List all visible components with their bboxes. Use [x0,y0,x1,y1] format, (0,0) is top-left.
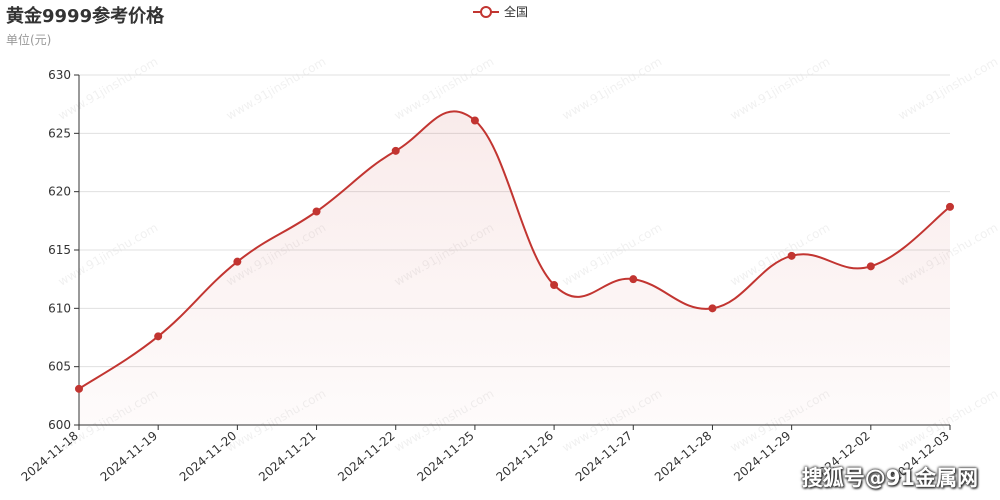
y-tick-label: 630 [48,68,71,82]
series-area [79,111,950,425]
x-tick-label: 2024-11-21 [256,429,318,485]
data-point[interactable] [75,384,83,393]
chart-subtitle: 单位(元) [6,33,52,47]
watermark-text: www.91jinshu.com [560,220,665,288]
watermark-text: www.91jinshu.com [728,54,833,122]
data-points [75,116,954,393]
watermark-text: www.91jinshu.com [896,54,1000,122]
axes [74,74,951,430]
legend-line-circle-icon [473,5,499,18]
data-point[interactable] [787,251,796,260]
y-tick-label: 605 [48,360,71,374]
data-point[interactable] [946,202,954,211]
watermark-text: www.91jinshu.com [56,54,161,122]
y-tick-labels: 600 605 610 615 620 625 630 [48,68,71,432]
y-tick-label: 620 [48,185,71,199]
data-point[interactable] [708,304,717,313]
y-tick-label: 610 [48,301,71,315]
corner-watermark: 搜狐号@91金属网 [801,466,978,490]
watermark-text: www.91jinshu.com [56,220,161,288]
chart-title: 黄金9999参考价格 [6,6,165,27]
legend-label: 全国 [504,5,529,19]
x-tick-label: 2024-11-26 [494,429,556,485]
legend-item-national[interactable]: 全国 [473,3,528,20]
data-point[interactable] [391,146,400,155]
y-tick-label: 615 [48,243,71,257]
data-point[interactable] [629,275,638,284]
x-tick-label: 2024-11-19 [98,429,160,485]
data-point[interactable] [470,116,479,125]
data-point[interactable] [233,257,242,266]
x-tick-label: 2024-11-20 [177,429,239,485]
y-tick-label: 600 [48,418,71,432]
data-point[interactable] [866,262,875,271]
data-point[interactable] [154,332,163,341]
watermark-text: www.91jinshu.com [560,54,665,122]
x-tick-label: 2024-11-18 [18,429,80,485]
y-tick-label: 625 [48,126,71,140]
data-point[interactable] [312,207,321,216]
watermark-text: www.91jinshu.com [224,54,329,122]
x-tick-label: 2024-11-22 [335,429,397,485]
watermark-text: www.91jinshu.com [392,54,497,122]
data-point[interactable] [550,281,559,289]
x-tick-label: 2024-11-28 [652,429,714,485]
